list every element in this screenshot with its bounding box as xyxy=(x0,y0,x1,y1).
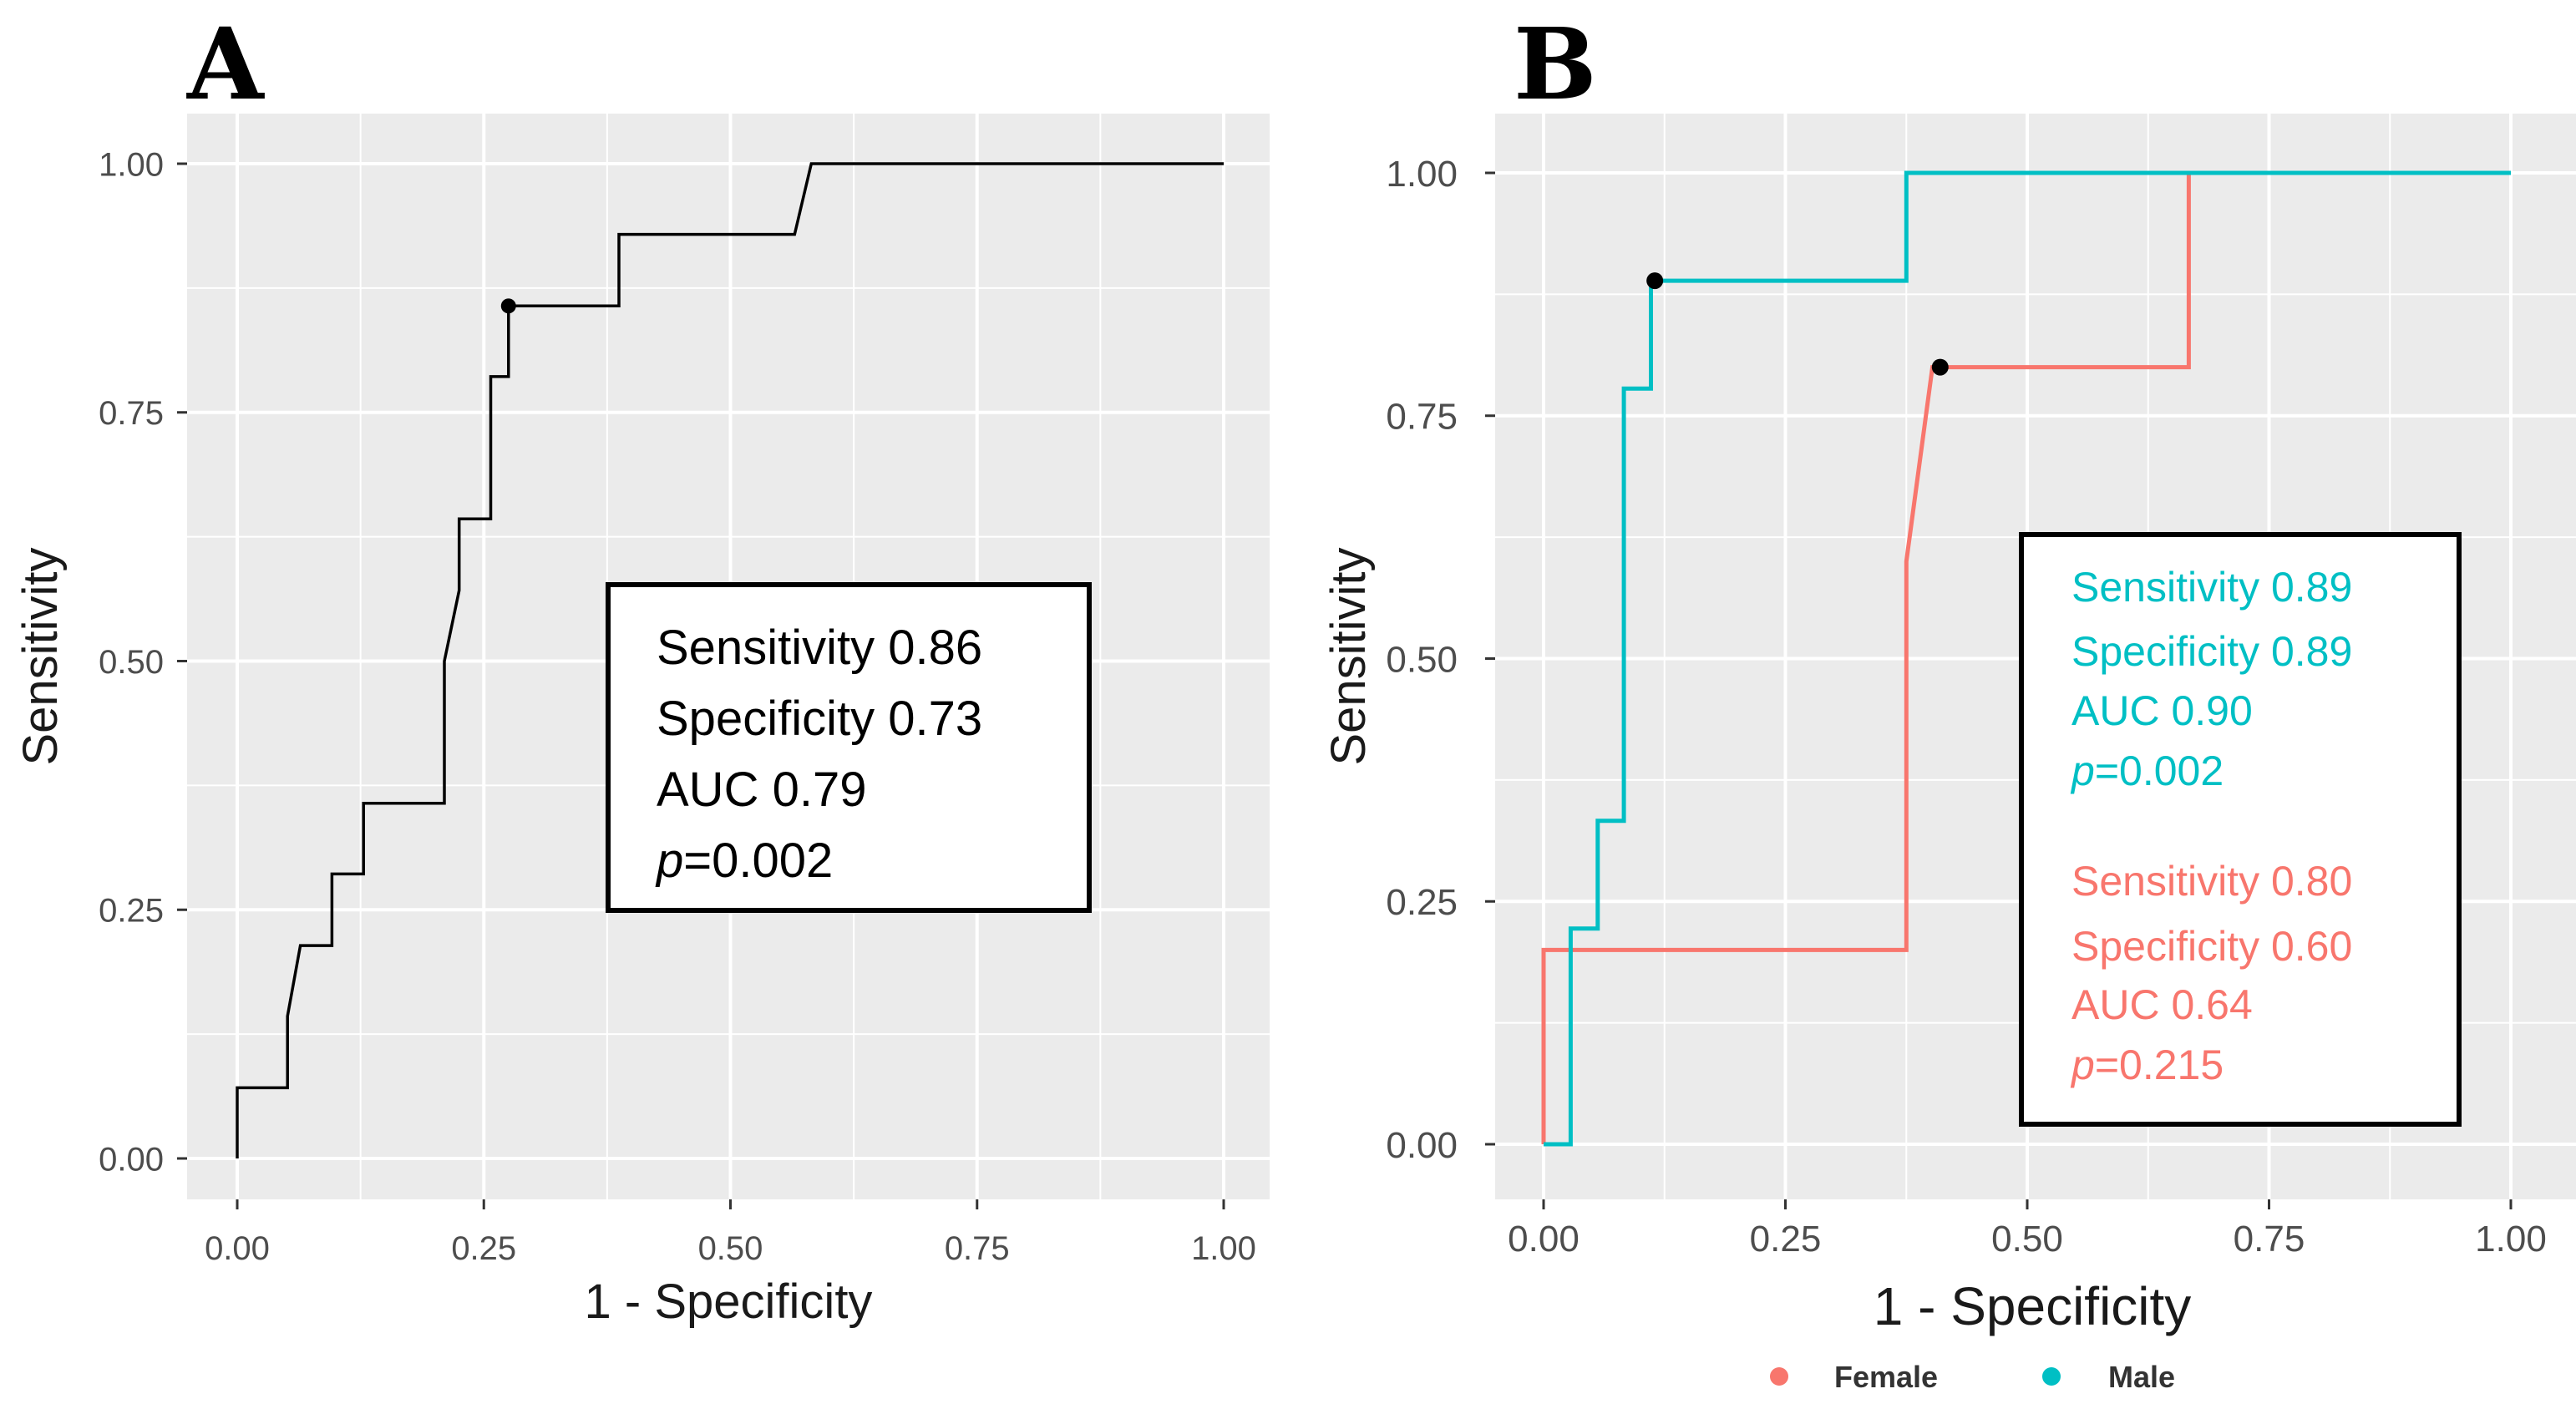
panel-a: A 0.00 0.25 0.50 0.75 1.00 0.00 0.25 0.5… xyxy=(13,6,1270,1329)
panel-a-p-symbol: p xyxy=(655,834,683,888)
panel-a-x-axis-title: 1 - Specificity xyxy=(585,1275,873,1329)
panel-a-y-axis-title: Sensitivity xyxy=(13,547,68,765)
panel-a-series xyxy=(236,162,1224,1158)
panel-b-x-tick-label: 0.75 xyxy=(2234,1219,2305,1260)
panel-a-x-tick-label: 0.75 xyxy=(945,1230,1010,1267)
roc-curve-roc xyxy=(236,162,1224,1158)
panel-b-male-sensitivity-text: Sensitivity 0.89 xyxy=(2071,564,2352,611)
panel-b-female-sensitivity-text: Sensitivity 0.80 xyxy=(2071,858,2352,905)
panel-b-x-tick-label: 0.00 xyxy=(1508,1219,1580,1260)
panel-a-label: A xyxy=(186,6,265,122)
panel-a-x-tick-label: 0.50 xyxy=(698,1230,763,1267)
panel-a-auc-text: AUC 0.79 xyxy=(657,763,866,817)
legend-male-swatch xyxy=(2042,1367,2061,1386)
panel-b-y-tick-label: 0.50 xyxy=(1386,639,1458,680)
panel-b-series xyxy=(1541,170,2511,1147)
panel-a-p-value-text: p=0.002 xyxy=(655,834,833,888)
panel-b-female-specificity-text: Specificity 0.60 xyxy=(2071,923,2352,970)
panel-b-stats-box-frame xyxy=(2019,532,2462,1127)
panel-a-x-tick-label: 1.00 xyxy=(1191,1230,1256,1267)
panel-b-male-p-value-text: p=0.002 xyxy=(2070,748,2224,794)
panel-b: B 0.00 0.25 0.50 0.75 1.00 0.00 0.25 0.5… xyxy=(1321,6,2576,1394)
roc-curve-male xyxy=(1544,170,2511,1147)
optimal-cutoff-point-female xyxy=(1931,358,1949,376)
panel-b-x-axis-title: 1 - Specificity xyxy=(1874,1276,2192,1336)
panel-b-female-p-value-text: p=0.215 xyxy=(2070,1042,2224,1088)
panel-b-female-auc-text: AUC 0.64 xyxy=(2071,981,2253,1028)
panel-b-label: B xyxy=(1514,6,1597,122)
panel-b-male-auc-text: AUC 0.90 xyxy=(2071,687,2253,734)
panel-a-y-tick-label: 0.50 xyxy=(99,644,164,681)
panel-b-y-axis-title: Sensitivity xyxy=(1321,547,1376,765)
panel-b-ticks: 0.00 0.25 0.50 0.75 1.00 0.00 0.25 0.50 … xyxy=(1386,154,2546,1260)
panel-a-y-tick-label: 1.00 xyxy=(99,146,164,183)
panel-a-y-tick-label: 0.25 xyxy=(99,893,164,930)
optimal-cutoff-point-roc xyxy=(500,298,516,314)
panel-a-y-tick-label: 0.75 xyxy=(99,395,164,432)
legend-male-label: Male xyxy=(2108,1360,2175,1394)
legend-female-label: Female xyxy=(1834,1360,1938,1394)
panel-b-y-tick-label: 1.00 xyxy=(1386,154,1458,195)
roc-curve-female xyxy=(1541,173,2191,1144)
panel-b-stats-box: Sensitivity 0.89 Specificity 0.89 AUC 0.… xyxy=(2019,532,2462,1127)
panel-b-x-tick-label: 0.25 xyxy=(1750,1219,1822,1260)
panel-b-y-tick-label: 0.25 xyxy=(1386,882,1458,923)
panel-b-x-tick-label: 1.00 xyxy=(2475,1219,2547,1260)
panel-b-male-p-number: =0.002 xyxy=(2095,748,2224,794)
panel-a-stats-box-frame xyxy=(606,582,1092,913)
optimal-cutoff-point-male xyxy=(1646,272,1664,290)
panel-b-female-p-number: =0.215 xyxy=(2095,1042,2224,1088)
panel-a-x-tick-label: 0.00 xyxy=(205,1230,270,1267)
panel-b-legend: Female Male xyxy=(1770,1360,2175,1394)
panel-a-ticks: 0.00 0.25 0.50 0.75 1.00 0.00 0.25 0.50 … xyxy=(99,146,1256,1267)
panel-b-x-tick-label: 0.50 xyxy=(1991,1219,2063,1260)
panel-a-sensitivity-text: Sensitivity 0.86 xyxy=(657,621,982,675)
panel-a-stats-box: Sensitivity 0.86 Specificity 0.73 AUC 0.… xyxy=(606,582,1092,913)
panel-b-male-specificity-text: Specificity 0.89 xyxy=(2071,628,2352,675)
panel-a-p-number: =0.002 xyxy=(683,834,833,888)
panel-a-y-tick-label: 0.00 xyxy=(99,1141,164,1178)
panel-a-specificity-text: Specificity 0.73 xyxy=(657,692,982,746)
legend-female-swatch xyxy=(1770,1367,1788,1386)
panel-b-y-tick-label: 0.75 xyxy=(1386,397,1458,438)
panel-a-x-tick-label: 0.25 xyxy=(451,1230,516,1267)
panel-b-male-p-symbol: p xyxy=(2070,748,2095,794)
panel-b-y-tick-label: 0.00 xyxy=(1386,1125,1458,1166)
panel-b-female-p-symbol: p xyxy=(2070,1042,2095,1088)
